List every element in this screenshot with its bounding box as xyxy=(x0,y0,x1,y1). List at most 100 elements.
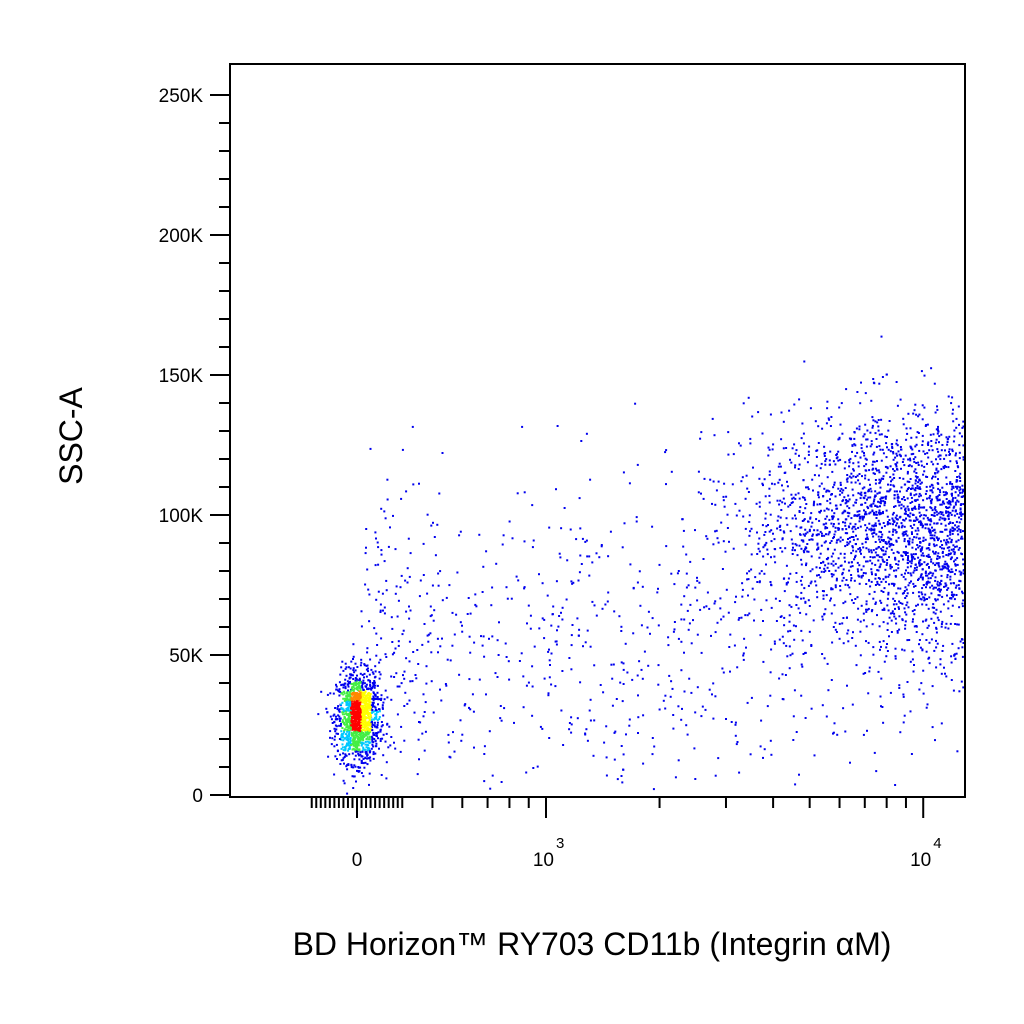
event-dot xyxy=(346,744,349,747)
event-dot xyxy=(938,565,941,568)
event-dot xyxy=(351,724,354,727)
event-dot xyxy=(848,461,851,464)
event-dot xyxy=(924,538,927,541)
event-dot xyxy=(362,746,365,749)
event-dot xyxy=(945,498,948,500)
event-dot xyxy=(842,576,845,579)
event-dot xyxy=(709,478,712,481)
event-dot xyxy=(925,581,928,584)
event-dot xyxy=(651,753,654,756)
event-dot xyxy=(870,549,873,552)
event-dot xyxy=(936,471,939,474)
event-dot xyxy=(532,539,535,542)
event-dot xyxy=(411,680,414,683)
event-dot xyxy=(802,442,805,445)
event-dot xyxy=(342,669,345,672)
event-dot xyxy=(884,553,887,556)
event-dot xyxy=(874,513,877,516)
event-dot xyxy=(358,686,360,689)
event-dot xyxy=(799,506,802,509)
event-dot xyxy=(437,651,439,654)
event-dot xyxy=(869,504,872,507)
event-dot xyxy=(916,487,919,490)
event-dot xyxy=(384,689,387,692)
event-dot xyxy=(896,630,899,632)
event-dot xyxy=(919,488,922,490)
event-dot xyxy=(848,569,851,572)
event-dot xyxy=(926,516,929,519)
event-dot xyxy=(928,548,931,551)
event-dot xyxy=(961,590,963,593)
event-dot xyxy=(899,731,902,734)
event-dot xyxy=(343,717,346,720)
event-dot xyxy=(850,552,853,555)
event-dot xyxy=(920,598,923,601)
event-dot xyxy=(340,692,343,695)
event-dot xyxy=(897,501,900,504)
event-dot xyxy=(887,483,889,486)
event-dot xyxy=(781,537,784,540)
event-dot xyxy=(945,543,948,546)
event-dot xyxy=(763,748,766,751)
event-dot xyxy=(849,761,851,764)
event-dot xyxy=(937,594,940,597)
event-dot xyxy=(953,553,956,556)
event-dot xyxy=(677,637,680,640)
event-dot xyxy=(352,720,355,722)
event-dot xyxy=(875,533,878,536)
event-dot xyxy=(904,620,907,623)
event-dot xyxy=(527,604,530,607)
event-dot xyxy=(855,543,857,546)
event-dot xyxy=(422,574,425,576)
event-dot xyxy=(909,457,911,460)
event-dot xyxy=(894,655,897,658)
event-dot xyxy=(773,640,776,643)
event-dot xyxy=(938,494,941,496)
event-dot xyxy=(867,478,870,481)
event-dot xyxy=(366,740,369,743)
event-dot xyxy=(365,701,368,704)
event-dot xyxy=(887,591,890,594)
event-dot xyxy=(947,565,950,568)
event-dot xyxy=(463,704,466,707)
event-dot xyxy=(936,408,939,411)
event-dot xyxy=(900,448,902,451)
event-dot xyxy=(852,494,855,497)
event-dot xyxy=(790,538,793,541)
event-dot xyxy=(899,446,902,448)
event-dot xyxy=(418,595,421,598)
event-dot xyxy=(863,509,865,512)
event-dot xyxy=(369,759,372,762)
event-dot xyxy=(784,674,787,676)
event-dot xyxy=(790,461,793,464)
event-dot xyxy=(399,586,402,589)
event-dot xyxy=(906,470,909,473)
event-dot xyxy=(875,554,878,557)
event-dot xyxy=(872,597,875,600)
event-dot xyxy=(356,705,359,708)
event-dot xyxy=(836,539,839,542)
event-dot xyxy=(912,571,915,574)
event-dot xyxy=(935,428,938,431)
event-dot xyxy=(601,607,604,610)
event-dot xyxy=(892,452,895,455)
event-dot xyxy=(835,454,838,456)
event-dot xyxy=(961,426,964,429)
event-dot xyxy=(847,538,849,540)
event-dot xyxy=(386,696,389,699)
event-dot xyxy=(356,702,359,705)
event-dot xyxy=(355,724,358,727)
event-dot xyxy=(903,525,906,528)
event-dot xyxy=(895,452,898,455)
event-dot xyxy=(877,577,880,579)
event-dot xyxy=(909,512,912,515)
event-dot xyxy=(423,623,426,625)
event-dot xyxy=(372,745,375,748)
event-dot xyxy=(863,492,866,495)
event-dot xyxy=(369,684,372,686)
event-dot xyxy=(362,723,365,726)
event-dot xyxy=(820,509,822,512)
event-dot xyxy=(933,514,936,517)
event-dot xyxy=(944,541,947,544)
event-dot xyxy=(905,595,908,597)
